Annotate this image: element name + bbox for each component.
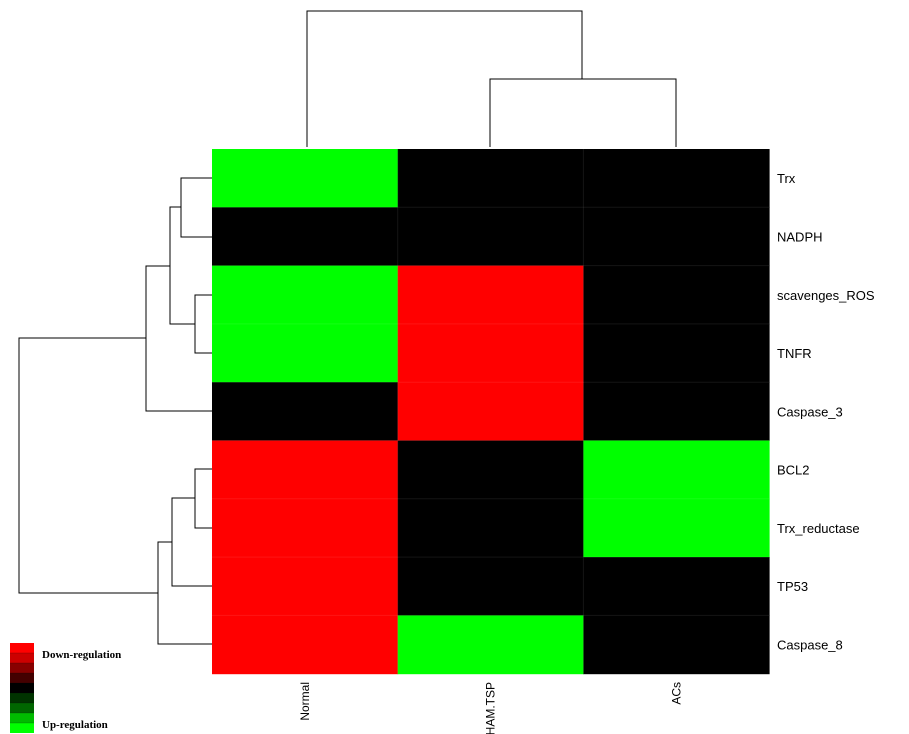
legend-swatch [10, 713, 34, 723]
cell-scavenges-ros-normal [212, 265, 399, 325]
col-dendro-link-right [489, 78, 677, 147]
legend-swatch [10, 683, 34, 693]
column-dendrogram [306, 10, 677, 147]
row-dendro-trx-nadph [180, 177, 212, 238]
legend-down-label: Down-regulation [42, 649, 121, 661]
column-label-normal: Normal [298, 682, 312, 721]
heatmap-gridlines [212, 149, 770, 674]
row-label-tp53: TP53 [777, 579, 808, 594]
row-label-nadph: NADPH [777, 230, 823, 245]
cell-caspase-8-acs [583, 615, 770, 675]
row-dendro-tp53 [171, 497, 212, 587]
column-label-acs: ACs [669, 682, 683, 705]
row-dendro-root [18, 337, 158, 594]
cell-scavenges-ros-ham-tsp [397, 265, 584, 325]
cell-trx-ham-tsp [397, 149, 584, 208]
cell-tp53-normal [212, 557, 399, 616]
legend-swatch [10, 693, 34, 703]
cell-scavenges-ros-acs [583, 265, 770, 325]
cell-caspase-8-normal [212, 615, 399, 675]
cell-bcl2-acs [583, 440, 770, 500]
row-dendro-casp8 [157, 541, 212, 645]
legend-swatch [10, 643, 34, 653]
cell-caspase-3-acs [583, 382, 770, 441]
col-dendro-link-top [306, 10, 583, 147]
row-label-caspase-8: Caspase_8 [777, 638, 843, 653]
legend-swatch [10, 663, 34, 673]
cell-trx-reductase-ham-tsp [397, 498, 584, 558]
cell-caspase-3-normal [212, 382, 399, 441]
cell-caspase-3-ham-tsp [397, 382, 584, 441]
cell-tnfr-acs [583, 323, 770, 383]
cell-nadph-acs [583, 207, 770, 267]
cell-tnfr-normal [212, 323, 399, 383]
column-label-ham-tsp: HAM.TSP [484, 682, 498, 734]
row-dendro-group-a-casp3 [145, 265, 212, 412]
row-dendro-group-a [169, 206, 195, 325]
legend: Down-regulation Up-regulation [10, 643, 121, 733]
legend-up-label: Up-regulation [42, 719, 108, 731]
row-dendro-bcl2-trxr [194, 468, 212, 529]
row-label-trx-reductase: Trx_reductase [777, 521, 860, 536]
row-dendrogram [18, 177, 212, 645]
cell-nadph-normal [212, 207, 399, 267]
heatmap-cells [212, 149, 770, 675]
cell-bcl2-ham-tsp [397, 440, 584, 500]
cell-caspase-8-ham-tsp [397, 615, 584, 675]
cell-trx-reductase-acs [583, 498, 770, 558]
column-labels: Normal HAM.TSP ACs [298, 682, 683, 734]
legend-swatch [10, 723, 34, 733]
legend-swatches [10, 643, 34, 733]
row-label-caspase-3: Caspase_3 [777, 404, 843, 419]
cell-tp53-ham-tsp [397, 557, 584, 616]
row-label-tnfr: TNFR [777, 346, 812, 361]
legend-swatch [10, 653, 34, 663]
row-labels: Trx NADPH scavenges_ROS TNFR Caspase_3 BCL2 Tr… [777, 171, 875, 652]
row-dendro-ros-tnfr [194, 294, 212, 354]
cell-tp53-acs [583, 557, 770, 616]
cell-bcl2-normal [212, 440, 399, 500]
row-label-trx: Trx [777, 171, 796, 186]
legend-swatch [10, 673, 34, 683]
cell-tnfr-ham-tsp [397, 323, 584, 383]
legend-swatch [10, 703, 34, 713]
cell-trx-normal [212, 149, 399, 208]
cell-trx-reductase-normal [212, 498, 399, 558]
cell-nadph-ham-tsp [397, 207, 584, 267]
row-label-bcl2: BCL2 [777, 463, 810, 478]
cell-trx-acs [583, 149, 770, 208]
row-label-scavenges-ros: scavenges_ROS [777, 288, 875, 303]
